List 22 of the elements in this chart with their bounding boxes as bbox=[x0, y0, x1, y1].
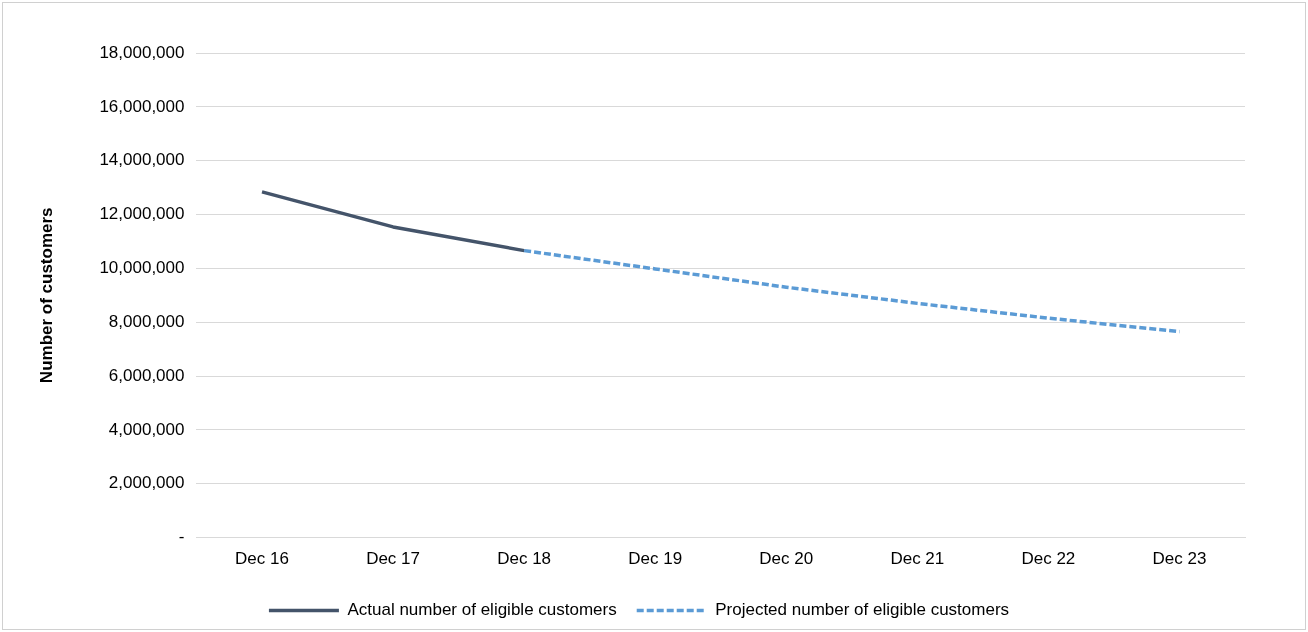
x-tick-label: Dec 20 bbox=[759, 549, 814, 569]
y-tick-label: 4,000,000 bbox=[108, 419, 185, 439]
line-series bbox=[522, 248, 1182, 334]
y-tick-label: 8,000,000 bbox=[108, 311, 185, 331]
y-axis-title: Number of customers bbox=[36, 207, 56, 384]
x-tick-label: Dec 16 bbox=[235, 549, 289, 569]
x-tick-label: Dec 22 bbox=[1021, 549, 1076, 569]
y-tick-label: 18,000,000 bbox=[99, 42, 185, 62]
y-tick-label: 6,000,000 bbox=[108, 365, 185, 385]
y-tick-label: 14,000,000 bbox=[99, 150, 185, 170]
x-tick-label: Dec 17 bbox=[366, 549, 421, 569]
y-tick-label: 2,000,000 bbox=[108, 473, 185, 493]
y-tick-label: 10,000,000 bbox=[99, 258, 185, 278]
legend-label: Actual number of eligible customers bbox=[347, 600, 617, 620]
legend-label: Projected number of eligible customers bbox=[715, 600, 1010, 620]
x-tick-label: Dec 23 bbox=[1152, 549, 1207, 569]
y-tick-label: 16,000,000 bbox=[99, 96, 185, 116]
y-tick-label: 12,000,000 bbox=[99, 204, 185, 224]
x-tick-label: Dec 21 bbox=[890, 549, 945, 569]
x-tick-label: Dec 19 bbox=[628, 549, 683, 569]
x-tick-label: Dec 18 bbox=[497, 549, 552, 569]
y-tick-label: - bbox=[178, 527, 185, 547]
